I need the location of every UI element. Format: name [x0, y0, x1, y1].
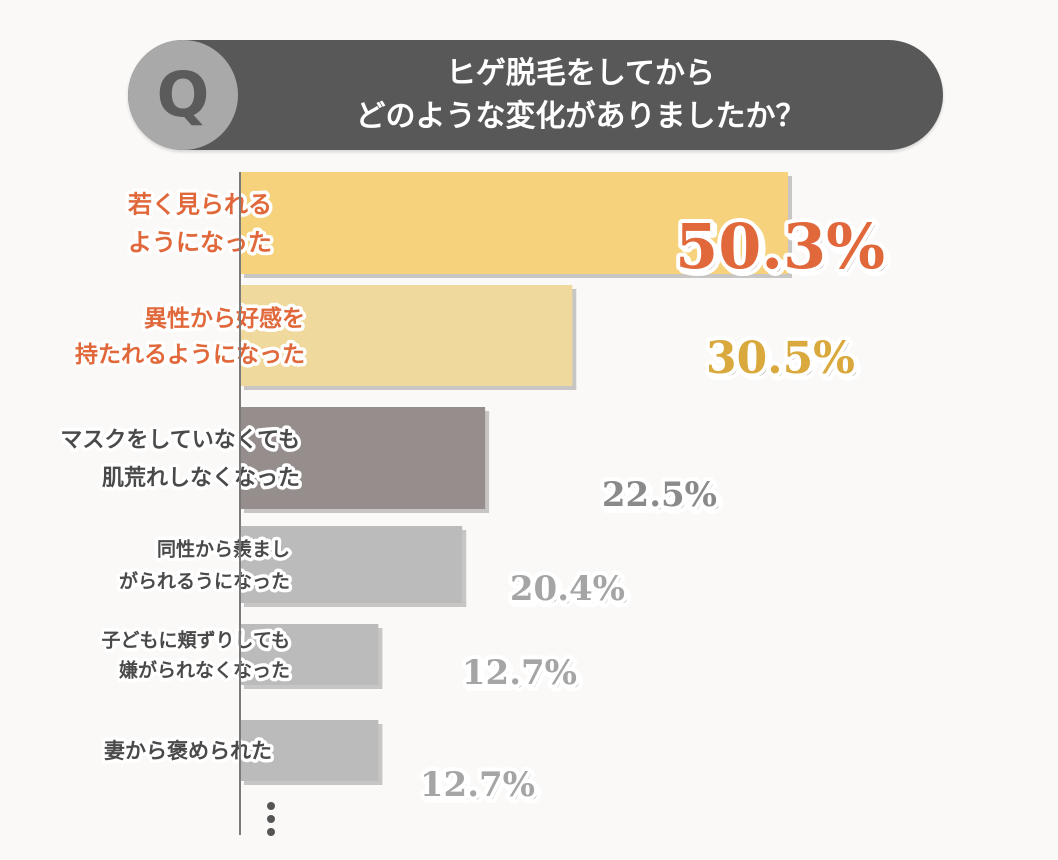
value-label-shadow: 12.7% [423, 768, 538, 808]
bar-3 [240, 407, 486, 509]
continuation-dot [267, 815, 275, 823]
category-label: がられるうになった [119, 569, 290, 592]
value-label: 20.4% [510, 569, 625, 609]
question-badge: Q [128, 40, 238, 150]
category-label: マスクをしていなくても [60, 427, 300, 453]
value-label-shadow: 20.4% [513, 572, 628, 612]
value-label: 12.7% [462, 653, 577, 693]
category-label: ようになった [128, 228, 272, 257]
category-label: 異性から好感を [144, 305, 305, 332]
category-label: 同性から羨まし [157, 537, 290, 560]
value-label-shadow: 22.5% [605, 478, 720, 518]
bar-2 [240, 285, 573, 386]
category-label: 持たれるようになった [75, 341, 305, 368]
value-label-shadow: 12.7% [465, 656, 580, 696]
category-label: 肌荒れしなくなった [102, 465, 300, 491]
value-label: 50.3% [675, 210, 885, 283]
category-label: 子どもに頬ずりしても [102, 628, 290, 651]
value-label-shadow: 30.5% [709, 336, 858, 387]
bar-6 [240, 720, 379, 781]
category-label: 妻から褒められた [104, 738, 272, 763]
value-label: 12.7% [420, 765, 535, 805]
question-text: ヒゲ脱毛をしてから どのような変化がありましたか？ [355, 56, 806, 134]
bar-1 [240, 172, 788, 274]
question-header: Q ヒゲ脱毛をしてから どのような変化がありましたか？ [128, 40, 943, 150]
value-label: 30.5% [706, 333, 855, 384]
continuation-dot [267, 828, 275, 836]
category-label: 若く見られる [127, 190, 272, 219]
bar-4 [240, 526, 463, 603]
value-label: 22.5% [602, 475, 717, 515]
bar-5 [240, 624, 379, 685]
category-label: 嫌がられなくなった [119, 658, 290, 681]
value-label-shadow: 50.3% [678, 213, 888, 286]
continuation-dot [267, 802, 275, 810]
